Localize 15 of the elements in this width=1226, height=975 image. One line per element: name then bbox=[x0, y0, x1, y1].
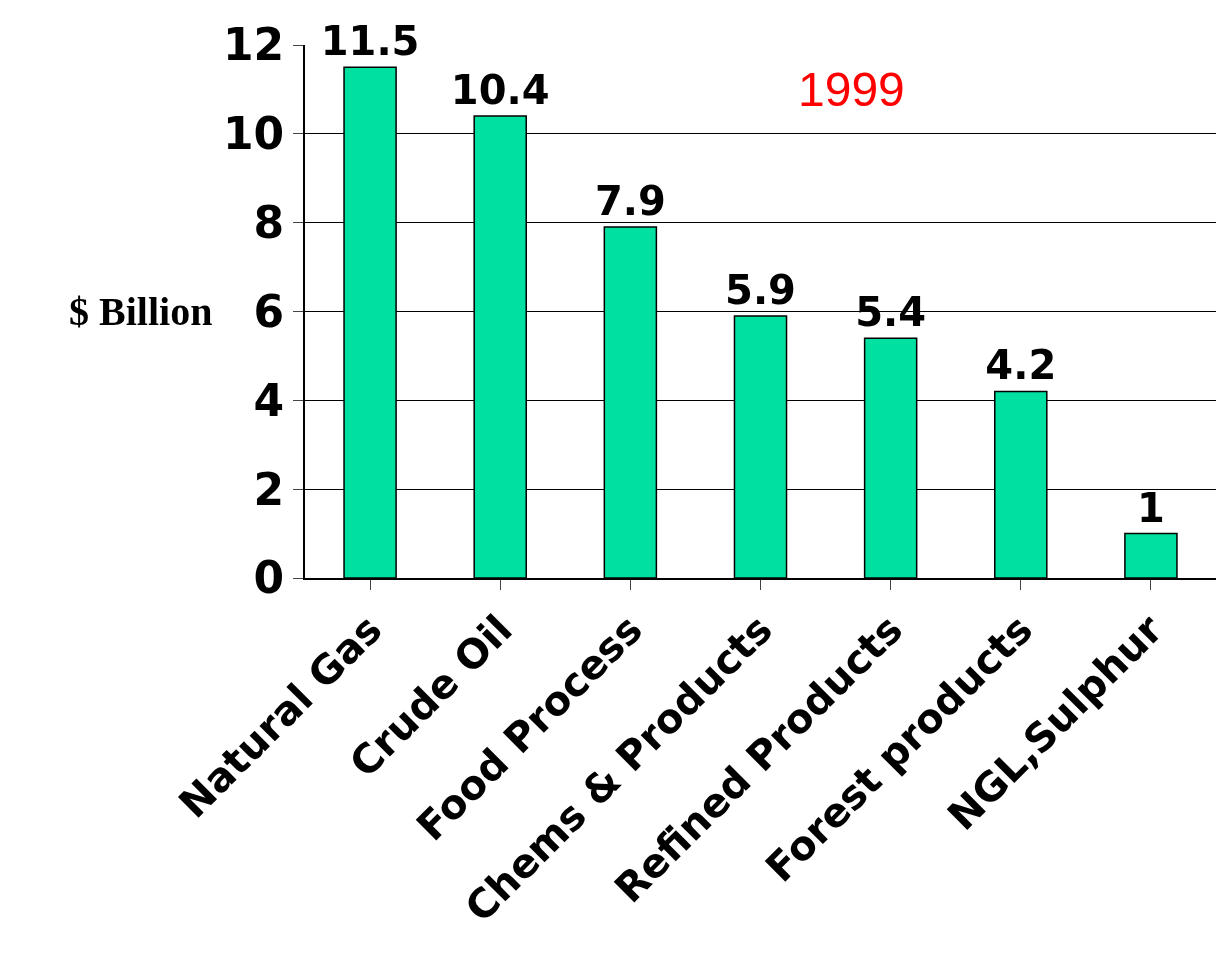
y-tick-label: 2 bbox=[253, 463, 285, 515]
y-tick-label: 12 bbox=[222, 19, 285, 71]
annotation: 1999 bbox=[798, 63, 905, 116]
y-tick-label: 0 bbox=[253, 552, 285, 604]
data-label: 10.4 bbox=[450, 67, 550, 114]
data-label: 1 bbox=[1137, 484, 1165, 531]
y-tick-label: 4 bbox=[253, 374, 285, 426]
y-tick-label: 8 bbox=[253, 197, 285, 249]
y-tick-label: 10 bbox=[222, 108, 285, 160]
data-label: 5.9 bbox=[725, 266, 796, 313]
data-label: 11.5 bbox=[320, 18, 420, 65]
data-label: 4.2 bbox=[985, 342, 1057, 389]
y-tick-label: 6 bbox=[253, 285, 285, 337]
y-axis-title: $ Billion bbox=[69, 289, 213, 334]
data-label: 7.9 bbox=[594, 178, 666, 225]
